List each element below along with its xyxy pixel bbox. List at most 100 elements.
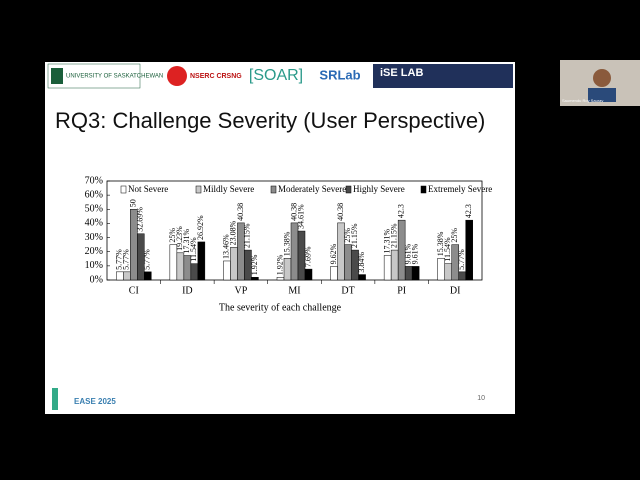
value-label: 1.92% bbox=[250, 254, 259, 275]
y-tick-label: 30% bbox=[85, 232, 103, 243]
logo-box bbox=[245, 64, 307, 88]
footer-text: EASE 2025 bbox=[74, 397, 116, 406]
value-label: 25% bbox=[343, 228, 352, 243]
value-label: 13.46% bbox=[222, 234, 231, 259]
value-label: 3.84% bbox=[357, 252, 366, 273]
y-tick-label: 60% bbox=[85, 189, 103, 200]
bar bbox=[390, 249, 399, 281]
bar bbox=[290, 222, 299, 281]
value-label: 25% bbox=[450, 228, 459, 243]
legend-label: Not Severe bbox=[128, 184, 168, 194]
logo-box bbox=[47, 63, 141, 89]
bar bbox=[176, 252, 185, 281]
value-label: 15.38% bbox=[436, 231, 445, 256]
legend-swatch bbox=[120, 185, 127, 194]
logo-text: iSE LAB bbox=[380, 67, 423, 79]
webcam-person bbox=[588, 88, 616, 102]
value-label: 26.92% bbox=[196, 215, 205, 240]
bar bbox=[137, 233, 145, 281]
legend-swatch bbox=[195, 185, 202, 194]
bar bbox=[116, 271, 124, 281]
value-label: 5.77% bbox=[122, 249, 131, 270]
value-label: 42.3 bbox=[464, 204, 473, 218]
legend-label: Moderately Severe bbox=[278, 184, 346, 194]
bar bbox=[144, 271, 152, 281]
bar bbox=[458, 271, 466, 281]
x-tick-label: DI bbox=[450, 285, 461, 296]
logo-box bbox=[373, 64, 513, 88]
footer-icon bbox=[52, 388, 58, 410]
value-label: 9.62% bbox=[329, 243, 338, 264]
page-number: 10 bbox=[477, 395, 485, 402]
bar bbox=[190, 263, 199, 281]
bar bbox=[276, 277, 285, 281]
logo-text: UNIVERSITY OF SASKATCHEWAN bbox=[66, 74, 163, 80]
bar bbox=[123, 271, 131, 281]
value-label: 17.31% bbox=[182, 229, 191, 254]
value-label: 40.38 bbox=[289, 203, 298, 221]
x-tick-label: VP bbox=[235, 285, 248, 296]
value-label: 19.23% bbox=[175, 226, 184, 251]
y-tick-label: 10% bbox=[85, 260, 103, 271]
bar bbox=[411, 266, 420, 281]
bar bbox=[244, 249, 252, 281]
legend-label: Highly Severe bbox=[353, 184, 405, 194]
bar bbox=[304, 268, 313, 281]
value-label: 42.3 bbox=[396, 204, 405, 218]
value-label: 34.61% bbox=[296, 204, 305, 229]
value-label: 9.61% bbox=[403, 243, 412, 264]
bar bbox=[444, 263, 452, 281]
value-label: 23.08% bbox=[229, 220, 238, 245]
slide-title: RQ3: Challenge Severity (User Perspectiv… bbox=[55, 108, 485, 133]
logo-leaf bbox=[167, 66, 187, 86]
value-label: 21.15% bbox=[389, 223, 398, 248]
logo-text: [SOAR] bbox=[249, 67, 303, 84]
value-label: 5.77% bbox=[143, 249, 152, 270]
bar bbox=[230, 247, 238, 281]
value-label: 11.54% bbox=[189, 237, 198, 262]
logo-crest bbox=[51, 68, 63, 84]
value-label: 32.69% bbox=[136, 207, 145, 232]
value-label: 40.38 bbox=[336, 203, 345, 221]
legend-swatch bbox=[270, 185, 277, 194]
participant-name: Saumendu Roy Saurav bbox=[562, 98, 603, 103]
y-tick-label: 40% bbox=[85, 218, 103, 229]
value-label: 21.15% bbox=[350, 223, 359, 248]
x-tick-label: PI bbox=[397, 285, 406, 296]
bar bbox=[330, 266, 338, 281]
bar bbox=[404, 266, 413, 281]
x-tick-label: MI bbox=[288, 285, 300, 296]
value-label: 1.92% bbox=[275, 254, 284, 275]
legend-swatch bbox=[345, 185, 352, 194]
x-tick-label: CI bbox=[129, 285, 139, 296]
y-tick-label: 70% bbox=[85, 175, 103, 186]
value-label: 5.77% bbox=[115, 249, 124, 270]
value-label: 7.69% bbox=[303, 246, 312, 267]
x-axis-label: The severity of each challenge bbox=[219, 302, 342, 313]
value-label: 15.38% bbox=[282, 231, 291, 256]
bar bbox=[465, 219, 473, 281]
value-label: 11.54% bbox=[443, 237, 452, 262]
bar bbox=[297, 230, 306, 281]
value-label: 25% bbox=[168, 228, 177, 243]
value-label: 21.15% bbox=[243, 223, 252, 248]
bar bbox=[251, 277, 259, 281]
logo-text: NSERC CRSNG bbox=[190, 73, 242, 80]
value-label: 50 bbox=[129, 199, 138, 207]
bar bbox=[344, 244, 352, 281]
legend-swatch bbox=[420, 185, 427, 194]
bar bbox=[351, 249, 359, 281]
legend-label: Mildly Severe bbox=[203, 184, 254, 194]
y-tick-label: 20% bbox=[85, 246, 103, 257]
y-tick-label: 50% bbox=[85, 204, 103, 215]
value-label: 9.61% bbox=[410, 243, 419, 264]
logo-text: SRLab bbox=[319, 67, 360, 82]
bar bbox=[358, 274, 366, 281]
legend-label: Extremely Severe bbox=[428, 184, 492, 194]
bar bbox=[451, 244, 459, 281]
bar bbox=[397, 219, 406, 281]
value-label: 5.77% bbox=[457, 249, 466, 270]
x-tick-label: DT bbox=[341, 285, 354, 296]
